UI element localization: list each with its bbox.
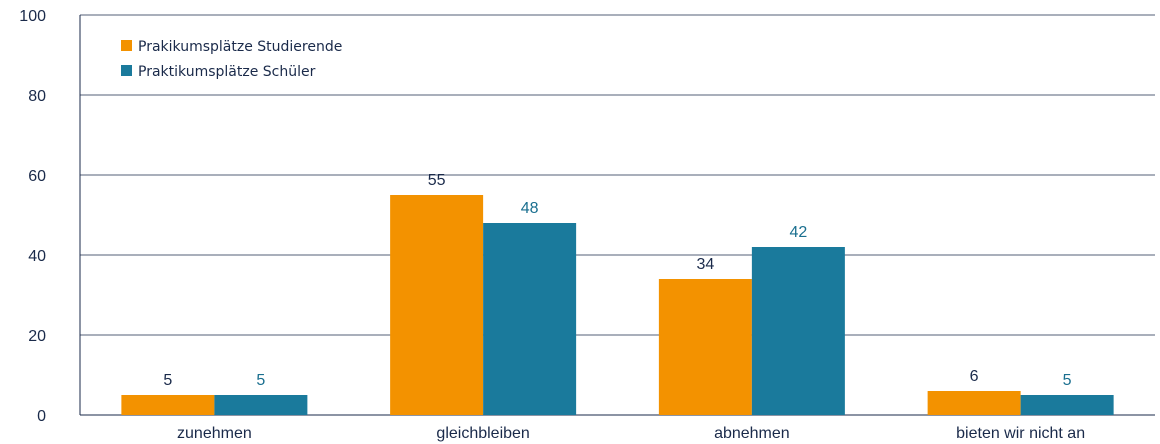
data-label: 34 xyxy=(696,256,714,273)
legend-swatch xyxy=(121,40,132,51)
bar xyxy=(121,395,215,415)
x-category-label: gleichbleiben xyxy=(436,425,529,442)
legend-label: Prakikumsplätze Studierende xyxy=(138,39,342,55)
bar xyxy=(927,391,1021,415)
legend: Prakikumsplätze Studierende Praktikumsplä… xyxy=(121,39,342,80)
x-category-label: abnehmen xyxy=(714,425,790,442)
legend-swatch xyxy=(121,65,132,76)
data-label: 5 xyxy=(1063,372,1072,389)
bar xyxy=(390,195,484,415)
data-label: 55 xyxy=(428,172,446,189)
bar xyxy=(658,279,752,415)
data-label: 48 xyxy=(521,200,539,217)
bar xyxy=(751,247,845,415)
y-tick-label: 60 xyxy=(28,168,46,185)
bar xyxy=(214,395,308,415)
bars xyxy=(121,195,1114,415)
data-label: 5 xyxy=(256,372,265,389)
y-axis-ticks: 0 20 40 60 80 100 xyxy=(19,8,46,425)
y-tick-label: 40 xyxy=(28,248,46,265)
x-category-label: bieten wir nicht an xyxy=(956,425,1085,442)
x-axis-categories: zunehmen gleichbleiben abnehmen bieten wir … xyxy=(177,425,1085,442)
bar xyxy=(483,223,577,415)
legend-label: Praktikumsplätze Schüler xyxy=(138,64,316,80)
y-tick-label: 100 xyxy=(19,8,46,25)
bar xyxy=(1020,395,1114,415)
y-tick-label: 0 xyxy=(37,408,46,425)
data-label: 6 xyxy=(970,368,979,385)
y-tick-label: 20 xyxy=(28,328,46,345)
data-label: 42 xyxy=(789,224,807,241)
x-category-label: zunehmen xyxy=(177,425,252,442)
data-label: 5 xyxy=(163,372,172,389)
y-tick-label: 80 xyxy=(28,88,46,105)
